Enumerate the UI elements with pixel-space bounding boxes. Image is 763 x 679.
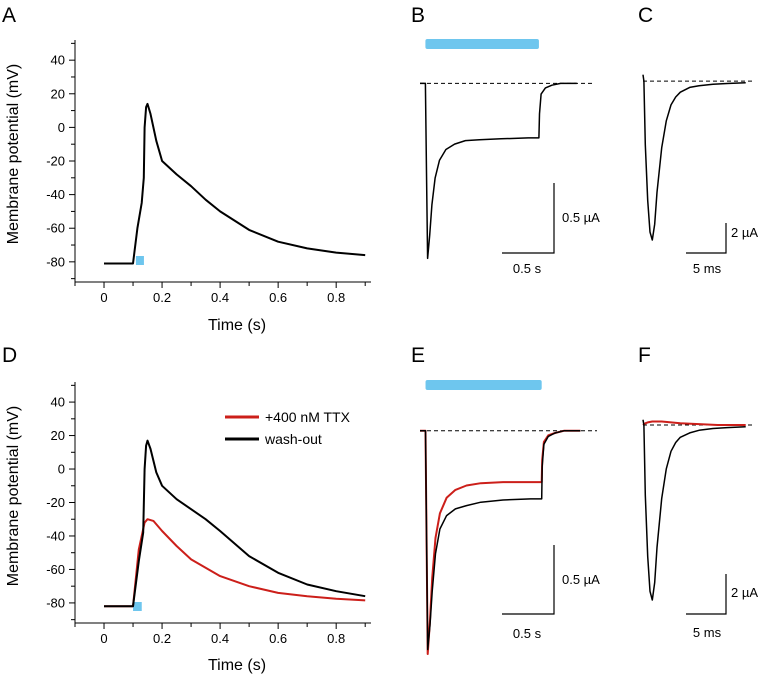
panel-c-trace-0 (642, 74, 746, 241)
panel-a-ytick-label: -60 (46, 221, 65, 236)
panel-d-legend: +400 nM TTX wash-out (225, 409, 351, 447)
panel-e-plot (420, 380, 597, 655)
panel-a-xlabel: Time (s) (208, 317, 266, 334)
panel-d-trace-1 (104, 439, 366, 608)
panel-label-f: F (638, 344, 651, 367)
panel-label-c: C (638, 4, 653, 27)
panel-a-ytick-label: 40 (51, 53, 65, 68)
panel-d-ytick-label: -60 (46, 562, 65, 577)
panel-f-scalebar-y-label: 2 µA (731, 585, 758, 600)
panel-label-b: B (411, 4, 425, 27)
panel-e-stimulus-bar (425, 380, 542, 390)
panel-c-plot (642, 74, 755, 254)
panel-c-scalebar (686, 223, 727, 254)
panel-d-ytick-label: -40 (46, 528, 65, 543)
panel-b-scalebar-y-label: 0.5 µA (562, 210, 600, 225)
panel-d-ytick-label: 20 (51, 428, 65, 443)
panel-a-xtick-label: 0.6 (269, 290, 287, 305)
panel-e-trace-0 (420, 429, 581, 655)
panel-a-xtick-label: 0.8 (327, 290, 345, 305)
panel-label-e: E (411, 344, 425, 367)
panel-c-scalebar-x-label: 5 ms (693, 261, 722, 276)
panel-label-d: D (2, 344, 17, 367)
legend-label-ttx: +400 nM TTX (265, 409, 351, 425)
panel-d-ytick-label: 40 (51, 395, 65, 410)
panel-d-ytick-label: -20 (46, 495, 65, 510)
panel-a-xtick-label: 0.4 (211, 290, 229, 305)
panel-e-trace-1 (420, 430, 581, 651)
panel-b-plot (420, 39, 593, 260)
panel-d-plot: -80 -60 -40 -20 0 20 40 0 0.2 0.4 0.6 0.8 (46, 382, 371, 646)
panel-d-xtick-label: 0.2 (153, 631, 171, 646)
panel-d-xtick-label: 0 (100, 631, 107, 646)
panel-d-ytick-label: -80 (46, 595, 65, 610)
panel-d-stimulus-marker (133, 602, 142, 611)
panel-f-scalebar (686, 574, 727, 615)
panel-d-xlabel: Time (s) (208, 657, 266, 674)
panel-e-scalebar (502, 545, 555, 615)
panel-d-trace-0 (104, 518, 366, 608)
panel-d-ylabel: Membrane potential (mV) (5, 406, 22, 587)
panel-d-xtick-label: 0.6 (269, 631, 287, 646)
panel-a-xtick-label: 0.2 (153, 290, 171, 305)
panel-f-plot (642, 419, 755, 615)
panel-a-stimulus-marker (135, 256, 144, 265)
panel-b-stimulus-bar (425, 39, 539, 49)
panel-c-scalebar-y-label: 2 µA (731, 225, 758, 240)
panel-d-xtick-label: 0.4 (211, 631, 229, 646)
panel-a-plot: -80 -60 -40 -20 0 20 40 0 0.2 0.4 0.6 0.8 (46, 40, 371, 305)
panel-a-ytick-label: -20 (46, 154, 65, 169)
panel-a-ytick-label: 20 (51, 86, 65, 101)
panel-b-trace-0 (420, 82, 577, 260)
panel-a-ytick-label: -80 (46, 254, 65, 269)
panel-a-xtick-label: 0 (100, 290, 107, 305)
panel-f-trace-0 (642, 420, 746, 426)
panel-f-scalebar-x-label: 5 ms (693, 625, 722, 640)
panel-a-ytick-label: 0 (58, 120, 65, 135)
legend-label-washout: wash-out (264, 431, 322, 447)
panel-a-trace-0 (104, 102, 366, 265)
panel-d-ytick-label: 0 (58, 462, 65, 477)
panel-b-scalebar-x-label: 0.5 s (513, 261, 542, 276)
panel-a-ylabel: Membrane potential (mV) (5, 64, 22, 245)
panel-a-ytick-label: -40 (46, 187, 65, 202)
panel-d-xtick-label: 0.8 (327, 631, 345, 646)
panel-label-a: A (2, 4, 16, 27)
panel-f-trace-1 (642, 419, 746, 601)
panel-e-scalebar-x-label: 0.5 s (513, 626, 542, 641)
panel-b-scalebar (502, 183, 555, 254)
panel-e-scalebar-y-label: 0.5 µA (562, 572, 600, 587)
